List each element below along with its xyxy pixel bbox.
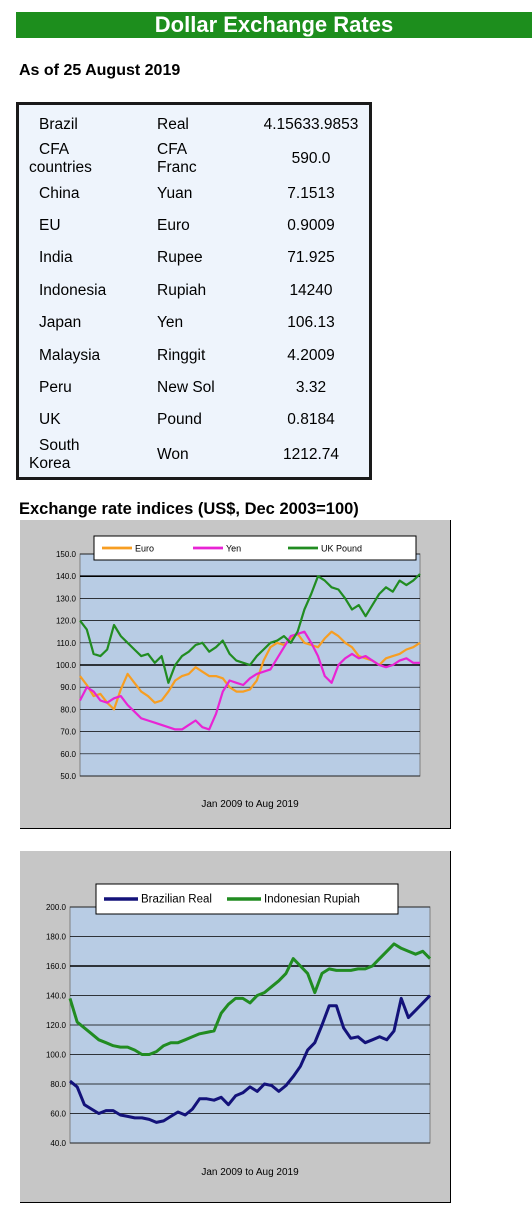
y-tick-label: 120.0	[46, 1021, 67, 1030]
rate-cell: 7.1513	[287, 184, 335, 202]
currency-cell: Pound	[157, 411, 202, 429]
currency-cell: CFA Franc	[157, 141, 253, 177]
rate-row: Malaysia Ringgit 4.2009	[19, 339, 369, 371]
rate-cell: 590.0	[291, 150, 331, 168]
country-line: Korea	[29, 454, 71, 472]
rate-cell: 106.13	[287, 314, 335, 332]
country-cell: India	[39, 249, 73, 267]
exchange-rates-table: Brazil Real 4.15633.9853 CFA countries CFA Fra…	[16, 102, 372, 480]
legend-label: Yen	[226, 544, 241, 554]
legend-label: Euro	[135, 544, 154, 554]
currency-cell: Real	[157, 116, 189, 134]
legend-label: Indonesian Rupiah	[264, 894, 360, 906]
chart-real-rupiah: 40.0 60.0 80.0 100.0 120.0 140.0 160.0 180.0 200…	[20, 851, 451, 1203]
currency-cell: Rupiah	[157, 281, 207, 299]
country-cell: Malaysia	[39, 346, 101, 364]
legend-label: UK Pound	[321, 544, 362, 554]
currency-line: Franc	[157, 159, 197, 177]
rate-row: Indonesia Rupiah 14240	[19, 275, 369, 307]
y-tick-label: 70.0	[60, 728, 76, 737]
y-tick-label: 60.0	[60, 750, 76, 759]
country-cell: Indonesia	[39, 281, 107, 299]
x-axis-label: Jan 2009 to Aug 2019	[201, 1167, 299, 1178]
country-line: CFA	[39, 141, 70, 159]
page-banner: Dollar Exchange Rates	[16, 12, 532, 38]
y-tick-label: 80.0	[50, 1080, 66, 1089]
x-axis-label: Jan 2009 to Aug 2019	[201, 799, 299, 810]
rates-table-body: Brazil Real 4.15633.9853 CFA countries CFA Fra…	[19, 109, 369, 473]
rate-cell: 1212.74	[282, 445, 340, 463]
currency-cell: Won	[157, 445, 189, 463]
currency-cell: Euro	[157, 216, 190, 234]
rate-row: Peru New Sol 3.32	[19, 372, 369, 404]
legend: Brazilian Real Indonesian Rupiah	[95, 883, 399, 915]
rate-row: EU Euro 0.9009	[19, 210, 369, 242]
country-cell: Peru	[39, 378, 72, 396]
y-tick-label: 100.0	[56, 661, 77, 670]
series-line-uk-pound	[79, 573, 421, 684]
legend-box	[93, 535, 417, 561]
y-tick-label: 110.0	[57, 639, 77, 648]
legend: Euro Yen UK Pound	[93, 535, 417, 561]
currency-cell: New Sol	[157, 378, 215, 396]
as-of-date: As of 25 August 2019	[19, 62, 181, 79]
series-line-indonesian-rupiah	[68, 942, 432, 1056]
y-tick-label: 150.0	[56, 550, 77, 559]
indices-section-title: Exchange rate indices (US$, Dec 2003=100…	[19, 500, 359, 518]
rate-row: Brazil Real 4.15633.9853	[19, 109, 369, 141]
banner-title: Dollar Exchange Rates	[154, 12, 394, 37]
country-cell: Japan	[39, 314, 82, 332]
country-line: South	[39, 436, 80, 454]
rate-row: CFA countries CFA Franc 590.0	[19, 141, 369, 177]
rate-cell: 14240	[289, 281, 333, 299]
country-cell: South Korea	[19, 437, 157, 473]
rate-row: South Korea Won 1212.74	[19, 437, 369, 473]
rate-cell: 3.32	[295, 378, 327, 396]
series-line-yen	[79, 630, 420, 731]
currency-line: CFA	[157, 141, 188, 159]
legend-box	[95, 883, 399, 915]
y-tick-label: 80.0	[60, 705, 76, 714]
country-line: countries	[29, 159, 92, 177]
y-tick-label: 90.0	[60, 683, 76, 692]
y-tick-label: 50.0	[60, 772, 76, 781]
y-tick-label: 160.0	[46, 962, 67, 971]
y-tick-label: 200.0	[46, 903, 67, 912]
chart-currency-indices: 50.0 60.0 70.0 80.0 90.0 100.0 110.0 120.0 130.0…	[20, 520, 451, 829]
y-tick-label: 60.0	[50, 1110, 66, 1119]
currency-cell: Yuan	[157, 184, 193, 202]
rate-row: Japan Yen 106.13	[19, 307, 369, 339]
rate-cell: 0.8184	[287, 411, 335, 429]
rate-cell: 0.9009	[287, 216, 335, 234]
y-tick-label: 120.0	[56, 617, 77, 626]
legend-label: Brazilian Real	[141, 894, 212, 906]
chart-svg: 40.0 60.0 80.0 100.0 120.0 140.0 160.0 180.0 200…	[46, 883, 432, 1178]
rate-cell: 71.925	[287, 249, 335, 267]
currency-cell: Rupee	[157, 249, 203, 267]
y-tick-label: 40.0	[50, 1139, 66, 1148]
rate-row: UK Pound 0.8184	[19, 404, 369, 436]
rate-cell: 4.2009	[287, 346, 335, 364]
chart-svg: 50.0 60.0 70.0 80.0 90.0 100.0 110.0 120.0 130.0…	[56, 535, 421, 810]
country-cell: China	[39, 184, 80, 202]
country-cell: CFA countries	[19, 141, 157, 177]
currency-cell: Ringgit	[157, 346, 206, 364]
y-tick-label: 130.0	[56, 594, 77, 603]
y-tick-label: 140.0	[56, 572, 77, 581]
y-tick-label: 100.0	[46, 1051, 67, 1060]
rate-row: China Yuan 7.1513	[19, 177, 369, 209]
y-tick-label: 180.0	[46, 933, 67, 942]
currency-cell: Yen	[157, 314, 184, 332]
rate-row: India Rupee 71.925	[19, 242, 369, 274]
country-cell: Brazil	[39, 116, 78, 134]
y-tick-label: 140.0	[46, 992, 67, 1001]
country-cell: EU	[39, 216, 61, 234]
series-line-brazilian-real	[69, 994, 432, 1124]
rate-cell: 4.15633.9853	[263, 116, 359, 134]
country-cell: UK	[39, 411, 61, 429]
